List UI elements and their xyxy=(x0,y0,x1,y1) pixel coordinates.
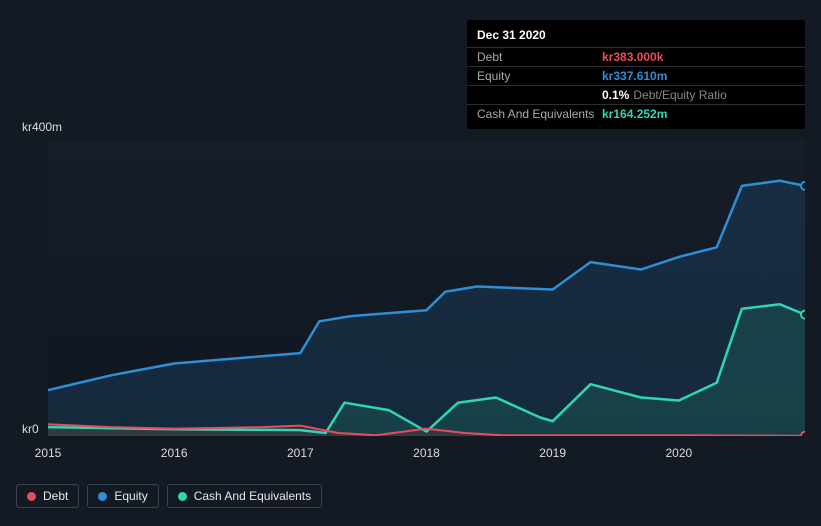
legend-dot-icon xyxy=(27,492,36,501)
tooltip-row: Cash And Equivalentskr164.252m xyxy=(467,104,805,123)
tooltip-row-value: kr164.252m xyxy=(602,107,667,121)
x-tick-label: 2019 xyxy=(539,446,566,460)
x-tick-label: 2018 xyxy=(413,446,440,460)
legend-item-label: Debt xyxy=(43,489,68,503)
tooltip-row-label: Debt xyxy=(477,50,602,64)
chart-svg xyxy=(48,140,805,436)
tooltip-title: Dec 31 2020 xyxy=(467,26,805,47)
tooltip-row-label: Cash And Equivalents xyxy=(477,107,602,121)
tooltip: Dec 31 2020 Debtkr383.000kEquitykr337.61… xyxy=(467,20,805,129)
series-end-marker xyxy=(801,432,805,436)
series-end-marker xyxy=(801,311,805,319)
legend-item[interactable]: Equity xyxy=(87,484,158,508)
tooltip-row: 0.1%Debt/Equity Ratio xyxy=(467,85,805,104)
x-tick-label: 2015 xyxy=(35,446,62,460)
tooltip-row-value: kr337.610m xyxy=(602,69,667,83)
legend-item[interactable]: Cash And Equivalents xyxy=(167,484,322,508)
tooltip-row: Debtkr383.000k xyxy=(467,47,805,66)
y-tick-label-min: kr0 xyxy=(22,422,39,436)
legend-dot-icon xyxy=(98,492,107,501)
x-tick-label: 2017 xyxy=(287,446,314,460)
legend: Debt Equity Cash And Equivalents xyxy=(16,484,322,508)
series-end-marker xyxy=(801,182,805,190)
legend-item-label: Cash And Equivalents xyxy=(194,489,311,503)
tooltip-row-label xyxy=(477,88,602,102)
tooltip-row-label: Equity xyxy=(477,69,602,83)
tooltip-row-value: 0.1%Debt/Equity Ratio xyxy=(602,88,727,102)
x-tick-label: 2016 xyxy=(161,446,188,460)
tooltip-row-value: kr383.000k xyxy=(602,50,663,64)
legend-dot-icon xyxy=(178,492,187,501)
legend-item-label: Equity xyxy=(114,489,147,503)
x-tick-label: 2020 xyxy=(665,446,692,460)
legend-item[interactable]: Debt xyxy=(16,484,79,508)
tooltip-row: Equitykr337.610m xyxy=(467,66,805,85)
y-tick-label-max: kr400m xyxy=(22,120,62,134)
